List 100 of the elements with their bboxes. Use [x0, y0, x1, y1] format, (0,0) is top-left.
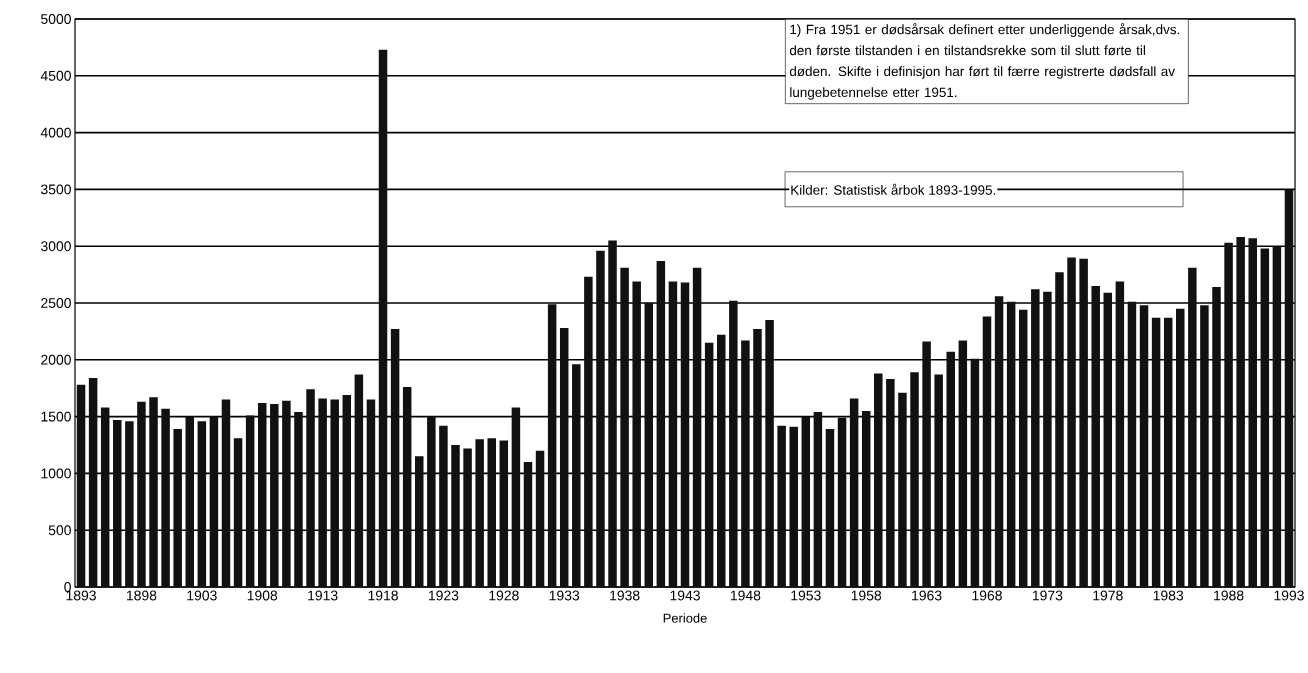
bar	[753, 329, 762, 587]
x-tick-label: 1918	[368, 590, 398, 601]
bar	[765, 320, 774, 587]
y-tick-label: 1000	[41, 468, 71, 479]
x-tick-label: 1983	[1153, 590, 1184, 601]
x-tick-label: 1923	[428, 590, 459, 601]
bar	[1018, 309, 1028, 587]
bar	[656, 260, 666, 587]
bar	[233, 438, 243, 587]
bar	[572, 364, 581, 587]
bar	[439, 425, 448, 587]
y-tick-label: 2500	[41, 298, 71, 308]
bar	[1055, 272, 1064, 587]
bar	[849, 398, 859, 587]
bar	[463, 448, 472, 587]
bar	[270, 404, 279, 587]
bar	[354, 374, 364, 587]
bar	[221, 399, 231, 587]
bar	[427, 416, 436, 587]
bar	[282, 400, 291, 587]
bar	[547, 304, 557, 587]
bar	[88, 377, 98, 587]
bar	[125, 421, 134, 587]
bar	[1224, 242, 1233, 587]
annotation: Kilder: Statistisk årbok 1893-1995.	[791, 183, 996, 195]
bar	[825, 429, 835, 587]
bar	[910, 372, 919, 587]
bar	[813, 412, 823, 587]
bar	[1139, 305, 1149, 587]
x-tick-label: 1988	[1214, 590, 1244, 601]
bar	[608, 240, 617, 587]
bar	[922, 341, 931, 587]
bar	[499, 440, 509, 587]
bar	[342, 395, 352, 587]
bar	[1103, 292, 1113, 587]
bar	[1260, 248, 1270, 587]
bar	[257, 402, 267, 587]
x-tick-label: 1933	[549, 590, 580, 601]
x-tick-label: 1963	[912, 590, 942, 601]
bar	[1272, 246, 1282, 587]
bar	[741, 340, 750, 587]
bar	[1115, 281, 1125, 587]
bar	[958, 340, 968, 587]
bar	[801, 416, 811, 587]
x-tick-label: 1903	[187, 590, 217, 601]
bar	[306, 389, 315, 587]
x-tick-label: 1908	[247, 590, 278, 601]
bar	[1079, 258, 1088, 587]
y-tick-label: 1500	[41, 411, 71, 422]
bar	[1091, 285, 1100, 587]
y-tick-label: 5000	[41, 14, 71, 24]
x-tick-label: 1943	[670, 590, 700, 601]
bar	[523, 462, 533, 587]
bar	[1284, 189, 1294, 587]
bar	[874, 373, 883, 587]
bar	[1163, 317, 1173, 587]
bar	[402, 387, 412, 587]
bar	[704, 342, 714, 587]
bar	[1236, 237, 1245, 587]
bar	[390, 329, 400, 587]
bar	[946, 351, 956, 587]
bar	[366, 399, 376, 587]
y-tick-label: 0	[64, 582, 71, 592]
bar	[487, 438, 496, 587]
y-tick-label: 4500	[40, 70, 71, 81]
y-tick-label: 4000	[40, 127, 71, 138]
bar	[318, 398, 327, 587]
bar	[680, 282, 690, 587]
bar	[1127, 301, 1137, 587]
x-axis-title: Periode	[663, 613, 707, 623]
x-tick-label: 1968	[972, 590, 1002, 601]
bar	[970, 358, 980, 587]
bar	[415, 456, 424, 587]
bar	[1188, 267, 1197, 587]
bar	[1043, 291, 1052, 587]
bar	[1067, 257, 1076, 587]
x-tick-label: 1958	[851, 590, 882, 601]
bar	[330, 399, 339, 587]
bar	[1006, 301, 1016, 587]
bar	[76, 384, 86, 587]
bar	[209, 416, 219, 587]
bar	[245, 415, 255, 587]
bar	[475, 439, 484, 587]
bar	[535, 450, 545, 587]
x-tick-label: 1938	[610, 590, 640, 601]
bar	[294, 412, 303, 587]
bar	[161, 408, 170, 587]
bar	[1248, 238, 1257, 587]
bar	[692, 267, 702, 587]
bar	[1151, 317, 1161, 587]
bar	[559, 327, 569, 587]
bar	[378, 49, 388, 587]
bar	[982, 316, 992, 587]
bar	[898, 392, 907, 587]
x-tick-label: 1973	[1032, 590, 1063, 601]
bar	[197, 421, 207, 587]
bar	[185, 416, 195, 587]
bar	[100, 407, 110, 587]
y-tick-label: 3500	[40, 184, 71, 195]
bar	[729, 300, 738, 587]
